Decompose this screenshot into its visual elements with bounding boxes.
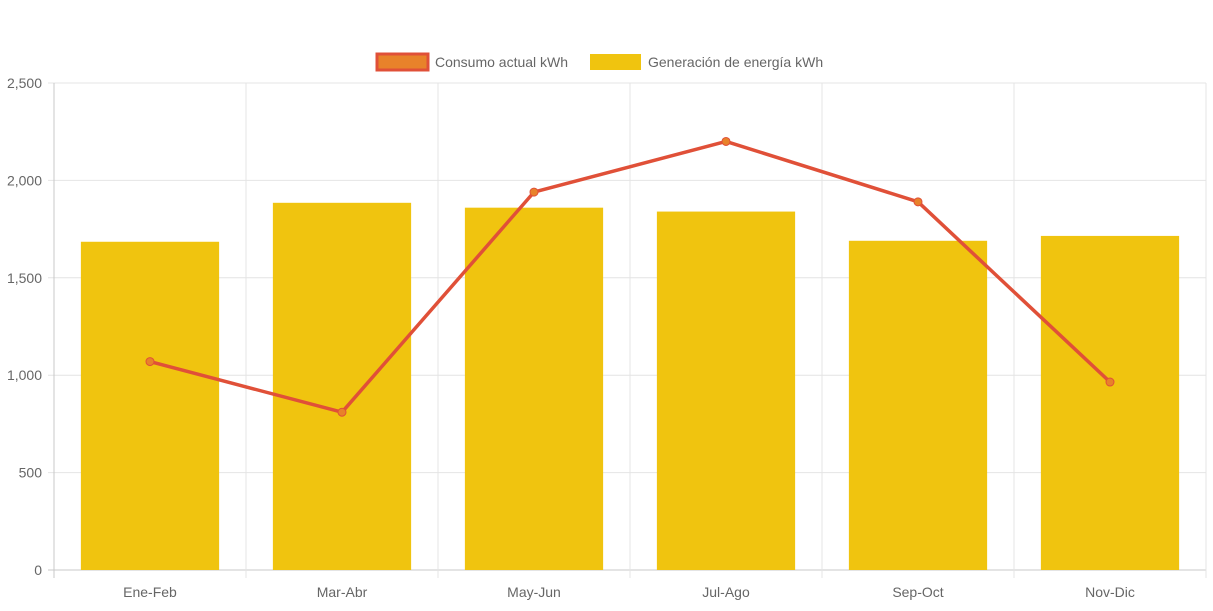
legend-label-generacion: Generación de energía kWh [648, 54, 823, 70]
line-point-may-jun[interactable] [529, 187, 539, 197]
y-tick-label: 1,000 [7, 367, 42, 383]
line-point-jul-ago[interactable] [721, 136, 731, 146]
x-tick-label: Mar-Abr [317, 584, 368, 600]
y-tick-label: 500 [19, 465, 43, 481]
legend[interactable]: Consumo actual kWh Generación de energía … [375, 52, 823, 72]
bars-layer [80, 202, 1180, 570]
y-tick-label: 2,500 [7, 75, 42, 91]
grid-layer [48, 82, 1207, 578]
line-point-ene-feb[interactable] [145, 357, 155, 367]
legend-item-consumo[interactable]: Consumo actual kWh [375, 52, 568, 72]
line-layer [145, 136, 1115, 417]
bar-ene-feb[interactable] [80, 241, 220, 570]
line-point-mar-abr[interactable] [337, 407, 347, 417]
axes-layer: 0 500 1,000 1,500 2,000 2,500 Ene-Feb Mar-Abr Ma… [7, 75, 1135, 600]
legend-swatch-consumo [375, 52, 430, 72]
y-tick-label: 0 [34, 562, 42, 578]
legend-item-generacion[interactable]: Generación de energía kWh [590, 54, 823, 70]
line-point-nov-dic[interactable] [1105, 377, 1115, 387]
bar-nov-dic[interactable] [1040, 235, 1180, 570]
legend-swatch-generacion [590, 54, 641, 70]
x-tick-label: Sep-Oct [892, 584, 943, 600]
y-tick-label: 1,500 [7, 270, 42, 286]
bar-sep-oct[interactable] [848, 240, 988, 570]
bar-mar-abr[interactable] [272, 202, 412, 570]
x-tick-label: Nov-Dic [1085, 584, 1135, 600]
line-point-sep-oct[interactable] [913, 197, 923, 207]
x-tick-label: Jul-Ago [702, 584, 750, 600]
x-tick-label: May-Jun [507, 584, 561, 600]
bar-may-jun[interactable] [464, 207, 604, 570]
x-tick-label: Ene-Feb [123, 584, 177, 600]
bar-jul-ago[interactable] [656, 211, 796, 570]
y-tick-label: 2,000 [7, 172, 42, 188]
legend-label-consumo: Consumo actual kWh [435, 54, 568, 70]
consumption-line [149, 139, 1112, 414]
